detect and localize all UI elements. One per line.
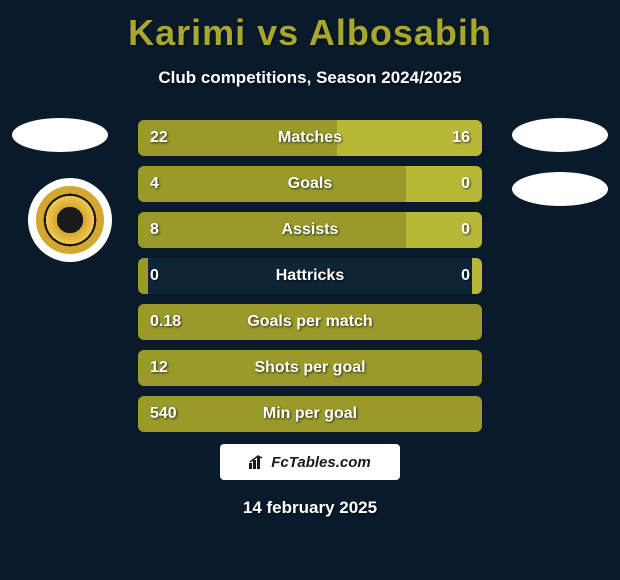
player1-flag-placeholder xyxy=(12,118,108,152)
stat-label: Assists xyxy=(138,212,482,248)
stat-row: 540Min per goal xyxy=(138,396,482,432)
stat-row: 00Hattricks xyxy=(138,258,482,294)
stat-label: Matches xyxy=(138,120,482,156)
stat-label: Goals per match xyxy=(138,304,482,340)
footer-date: 14 february 2025 xyxy=(0,498,620,518)
comparison-subtitle: Club competitions, Season 2024/2025 xyxy=(0,68,620,88)
stat-label: Min per goal xyxy=(138,396,482,432)
player1-club-logo xyxy=(28,178,112,262)
player2-flag-placeholder xyxy=(512,118,608,152)
stat-row: 0.18Goals per match xyxy=(138,304,482,340)
chart-icon xyxy=(249,455,265,469)
brand-badge[interactable]: FcTables.com xyxy=(220,444,400,480)
stat-label: Shots per goal xyxy=(138,350,482,386)
player2-club-placeholder xyxy=(512,172,608,206)
stat-label: Hattricks xyxy=(138,258,482,294)
stat-row: 2216Matches xyxy=(138,120,482,156)
club-logo-sepahan xyxy=(36,186,104,254)
comparison-title: Karimi vs Albosabih xyxy=(0,0,620,54)
stat-row: 80Assists xyxy=(138,212,482,248)
brand-text: FcTables.com xyxy=(271,454,370,471)
stat-bars-container: 2216Matches 40Goals 80Assists 00Hattricks 0.… xyxy=(138,120,482,442)
stat-row: 12Shots per goal xyxy=(138,350,482,386)
stat-label: Goals xyxy=(138,166,482,202)
stat-row: 40Goals xyxy=(138,166,482,202)
